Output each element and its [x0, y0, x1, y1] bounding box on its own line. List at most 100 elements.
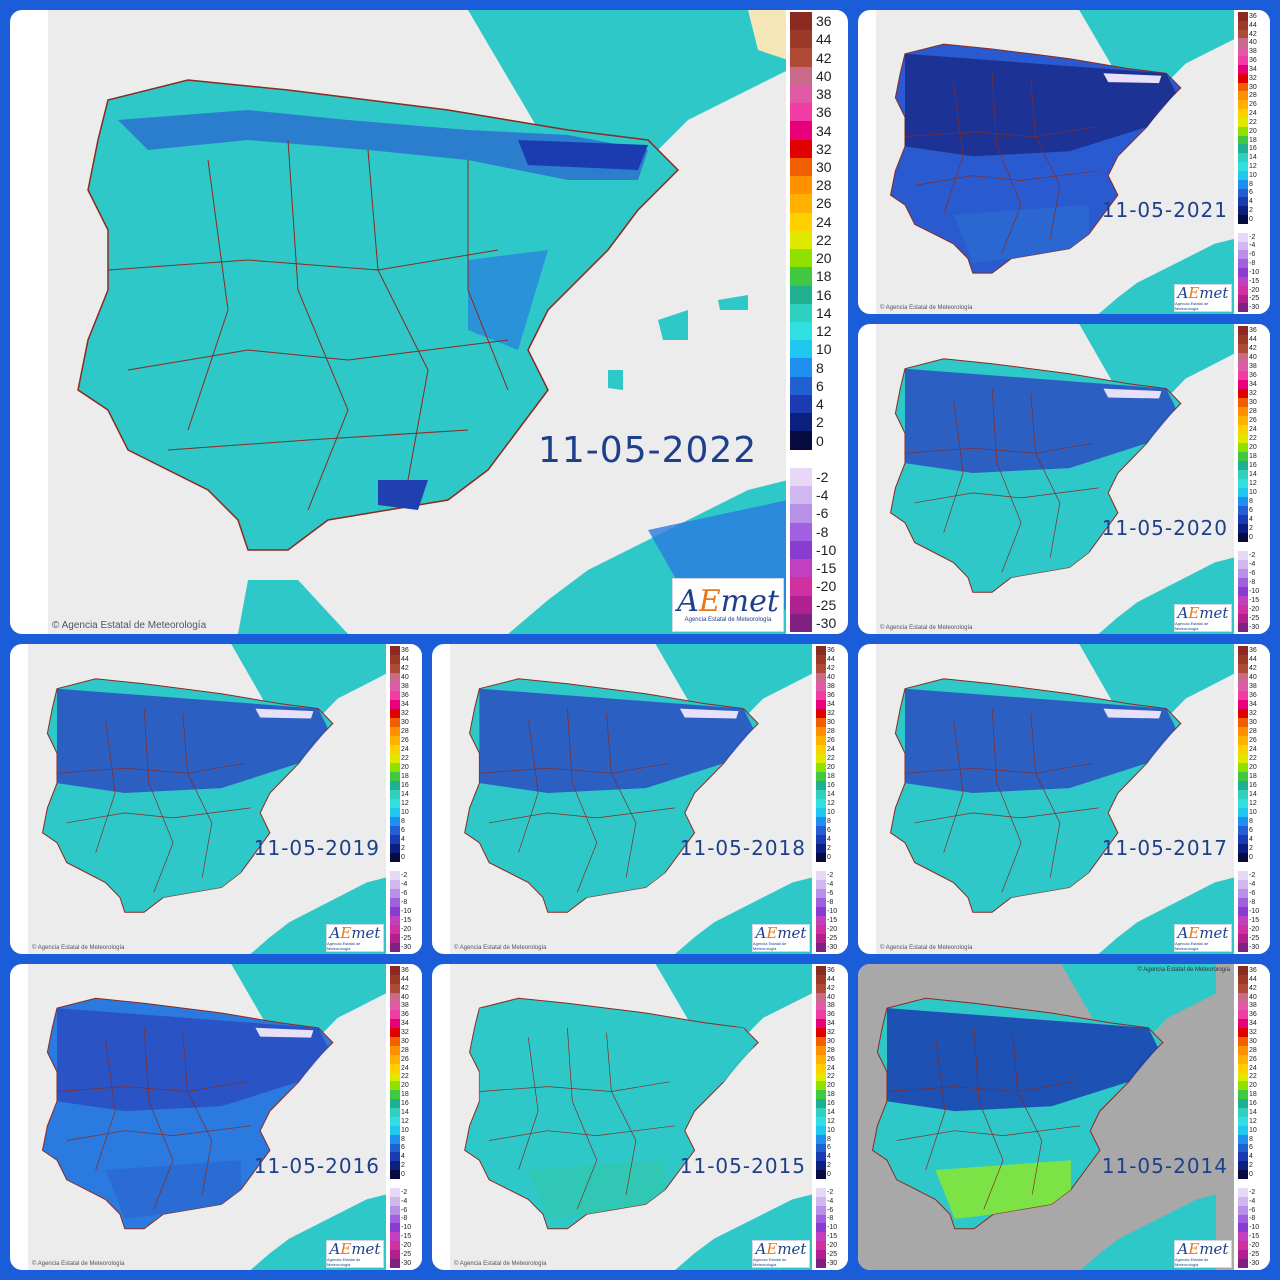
legend-tick-label: -8: [401, 899, 408, 906]
map-panel-2021: 11-05-2021 © Agencia Estatal de Meteorolo…: [858, 10, 1270, 314]
legend-tick-label: 2: [827, 845, 831, 852]
legend-swatch: [1238, 452, 1248, 461]
legend-swatch: [390, 966, 400, 975]
legend-tick-label: 4: [1249, 1153, 1253, 1161]
legend-swatch: [390, 1152, 400, 1162]
legend-swatch: [1238, 862, 1248, 871]
legend-swatch: [790, 431, 812, 450]
legend-swatch: [390, 1143, 400, 1153]
legend-swatch: [1238, 232, 1248, 242]
legend-swatch: [390, 1001, 400, 1011]
legend-tick-label: -10: [1249, 588, 1260, 595]
legend-swatch: [390, 745, 400, 754]
legend-tick-label: 2: [401, 1162, 405, 1170]
legend-swatch: [1238, 691, 1248, 700]
legend-tick-label: 20: [1249, 127, 1257, 135]
legend-swatch: [816, 943, 826, 952]
legend-swatch: [816, 916, 826, 925]
legend-tick-label: 36: [401, 647, 409, 654]
legend-swatch: [1238, 1170, 1248, 1179]
legend-tick-label: 2: [816, 414, 824, 431]
legend-swatch: [390, 646, 400, 655]
legend-swatch: [1238, 1019, 1248, 1029]
legend-tick-label: -30: [1249, 624, 1260, 631]
legend-swatch: [1238, 188, 1248, 198]
legend-tick-label: 10: [1249, 809, 1257, 816]
map-area: 11-05-2019 © Agencia Estatal de Meteorolo…: [28, 644, 386, 954]
legend-swatch: [1238, 596, 1248, 605]
legend-swatch: [390, 1196, 400, 1206]
legend-tick-label: 12: [827, 800, 835, 807]
legend-swatch: [390, 781, 400, 790]
legend-swatch: [790, 577, 812, 596]
legend-swatch: [1238, 144, 1248, 154]
legend-swatch: [390, 983, 400, 993]
legend-swatch: [790, 340, 812, 359]
legend-swatch: [1238, 294, 1248, 304]
legend-swatch: [390, 871, 400, 880]
legend-swatch: [1238, 276, 1248, 286]
legend-swatch: [816, 907, 826, 916]
legend-tick-label: 26: [401, 737, 409, 744]
legend-swatch: [816, 1187, 826, 1197]
legend-tick-label: 8: [827, 1135, 831, 1143]
legend-swatch: [1238, 1223, 1248, 1233]
legend-tick-label: 14: [1249, 791, 1257, 798]
map-panel-2019: 11-05-2019 © Agencia Estatal de Meteorolo…: [10, 644, 422, 954]
legend-tick-label: -10: [401, 908, 412, 915]
legend-tick-label: 0: [401, 1171, 405, 1179]
legend-tick-label: 12: [401, 1117, 409, 1125]
legend-swatch: [1238, 817, 1248, 826]
legend-swatch: [816, 817, 826, 826]
legend-tick-label: -4: [827, 881, 834, 888]
legend-tick-label: 44: [816, 31, 832, 48]
legend-tick-label: 4: [827, 1153, 831, 1161]
legend-tick-label: 36: [1249, 327, 1257, 334]
legend-swatch: [1238, 73, 1248, 83]
legend-tick-label: -2: [401, 1188, 408, 1196]
legend-swatch: [1238, 434, 1248, 443]
legend-tick-label: 34: [827, 1020, 835, 1028]
legend-tick-label: -10: [1249, 1224, 1260, 1232]
legend-tick-label: [1249, 542, 1270, 551]
legend-swatch: [816, 1116, 826, 1126]
legend-swatch: [816, 682, 826, 691]
legend-swatch: [390, 682, 400, 691]
legend-swatch: [390, 1010, 400, 1020]
legend-swatch: [790, 103, 812, 122]
legend-swatch: [390, 709, 400, 718]
map-panel-2020: 11-05-2020 © Agencia Estatal de Meteorolo…: [858, 324, 1270, 634]
legend-swatch: [390, 1081, 400, 1091]
legend-swatch: [1238, 91, 1248, 101]
legend-swatch: [1238, 889, 1248, 898]
legend-tick-label: -2: [1249, 1188, 1256, 1196]
legend-tick-label: 20: [1249, 1082, 1257, 1090]
legend-tick-label: 0: [827, 854, 831, 861]
legend-swatch: [816, 974, 826, 984]
legend-swatch: [816, 1037, 826, 1046]
legend-tick-label: 36: [1249, 966, 1257, 974]
legend-tick-label: 36: [816, 104, 832, 121]
legend-swatch: [816, 880, 826, 889]
legend-tick-label: 40: [1249, 354, 1257, 361]
legend-tick-label: 18: [1249, 453, 1257, 460]
legend-swatch: [1238, 754, 1248, 763]
legend-swatch: [790, 321, 812, 341]
legend-swatch: [390, 1258, 400, 1268]
legend-swatch: [1238, 170, 1248, 180]
legend-swatch: [1238, 371, 1248, 380]
legend-swatch: [1238, 1063, 1248, 1073]
legend-tick-label: 24: [401, 1064, 409, 1072]
legend-tick-label: 36: [1249, 647, 1257, 654]
legend-swatch: [816, 862, 826, 871]
legend-tick-label: 42: [401, 665, 409, 672]
map-area: 11-05-2014 © Agencia Estatal de Meteorolo…: [858, 964, 1234, 1270]
legend-tick-label: 32: [1249, 1029, 1257, 1037]
legend-swatch: [1238, 569, 1248, 578]
legend-swatch: [390, 718, 400, 727]
legend-swatch: [390, 1116, 400, 1126]
legend-tick-label: 36: [827, 966, 835, 974]
legend-swatch: [1238, 808, 1248, 817]
legend-tick-label: -2: [1249, 233, 1256, 241]
legend-tick-label: 38: [827, 1002, 835, 1010]
